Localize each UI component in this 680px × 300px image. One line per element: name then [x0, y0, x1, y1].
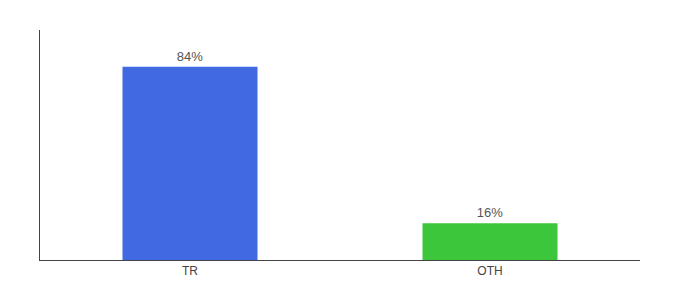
svg-text:TR: TR: [182, 264, 198, 278]
svg-text:OTH: OTH: [477, 264, 502, 278]
svg-text:84%: 84%: [177, 49, 203, 64]
svg-text:16%: 16%: [477, 205, 503, 220]
